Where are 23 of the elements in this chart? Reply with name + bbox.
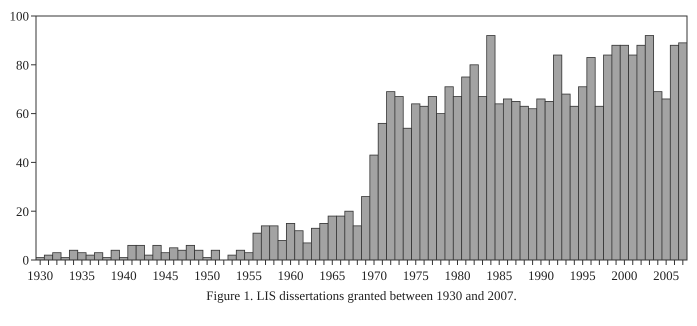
x-tick-label: 1970 xyxy=(361,268,388,283)
y-tick-label: 80 xyxy=(16,57,29,72)
x-tick-label: 1940 xyxy=(110,268,137,283)
y-tick-label: 100 xyxy=(10,8,29,24)
x-tick-label: 1990 xyxy=(528,268,554,283)
x-tick-label: 1960 xyxy=(278,268,304,283)
x-tick-label: 1950 xyxy=(194,268,220,283)
x-tick-label: 1975 xyxy=(402,268,429,283)
x-tick-label: 2005 xyxy=(653,268,680,283)
y-tick-label: 60 xyxy=(16,106,29,122)
y-tick-label: 20 xyxy=(16,204,29,219)
x-tick-label: 1945 xyxy=(152,268,178,283)
x-tick-label: 1995 xyxy=(570,268,596,283)
x-tick-label: 1985 xyxy=(486,268,512,283)
y-tick-label: 0 xyxy=(22,252,29,268)
x-tick-label: 1935 xyxy=(68,268,95,283)
x-tick-label: 2000 xyxy=(611,268,638,283)
x-tick-label: 1930 xyxy=(27,268,54,283)
x-tick-label: 1980 xyxy=(444,268,470,283)
y-tick-label: 40 xyxy=(16,154,29,170)
x-tick-label: 1955 xyxy=(236,268,262,283)
x-tick-label: 1965 xyxy=(319,268,346,283)
caption: Figure 1. LIS dissertations granted between 1930 and 2007. xyxy=(206,288,517,303)
